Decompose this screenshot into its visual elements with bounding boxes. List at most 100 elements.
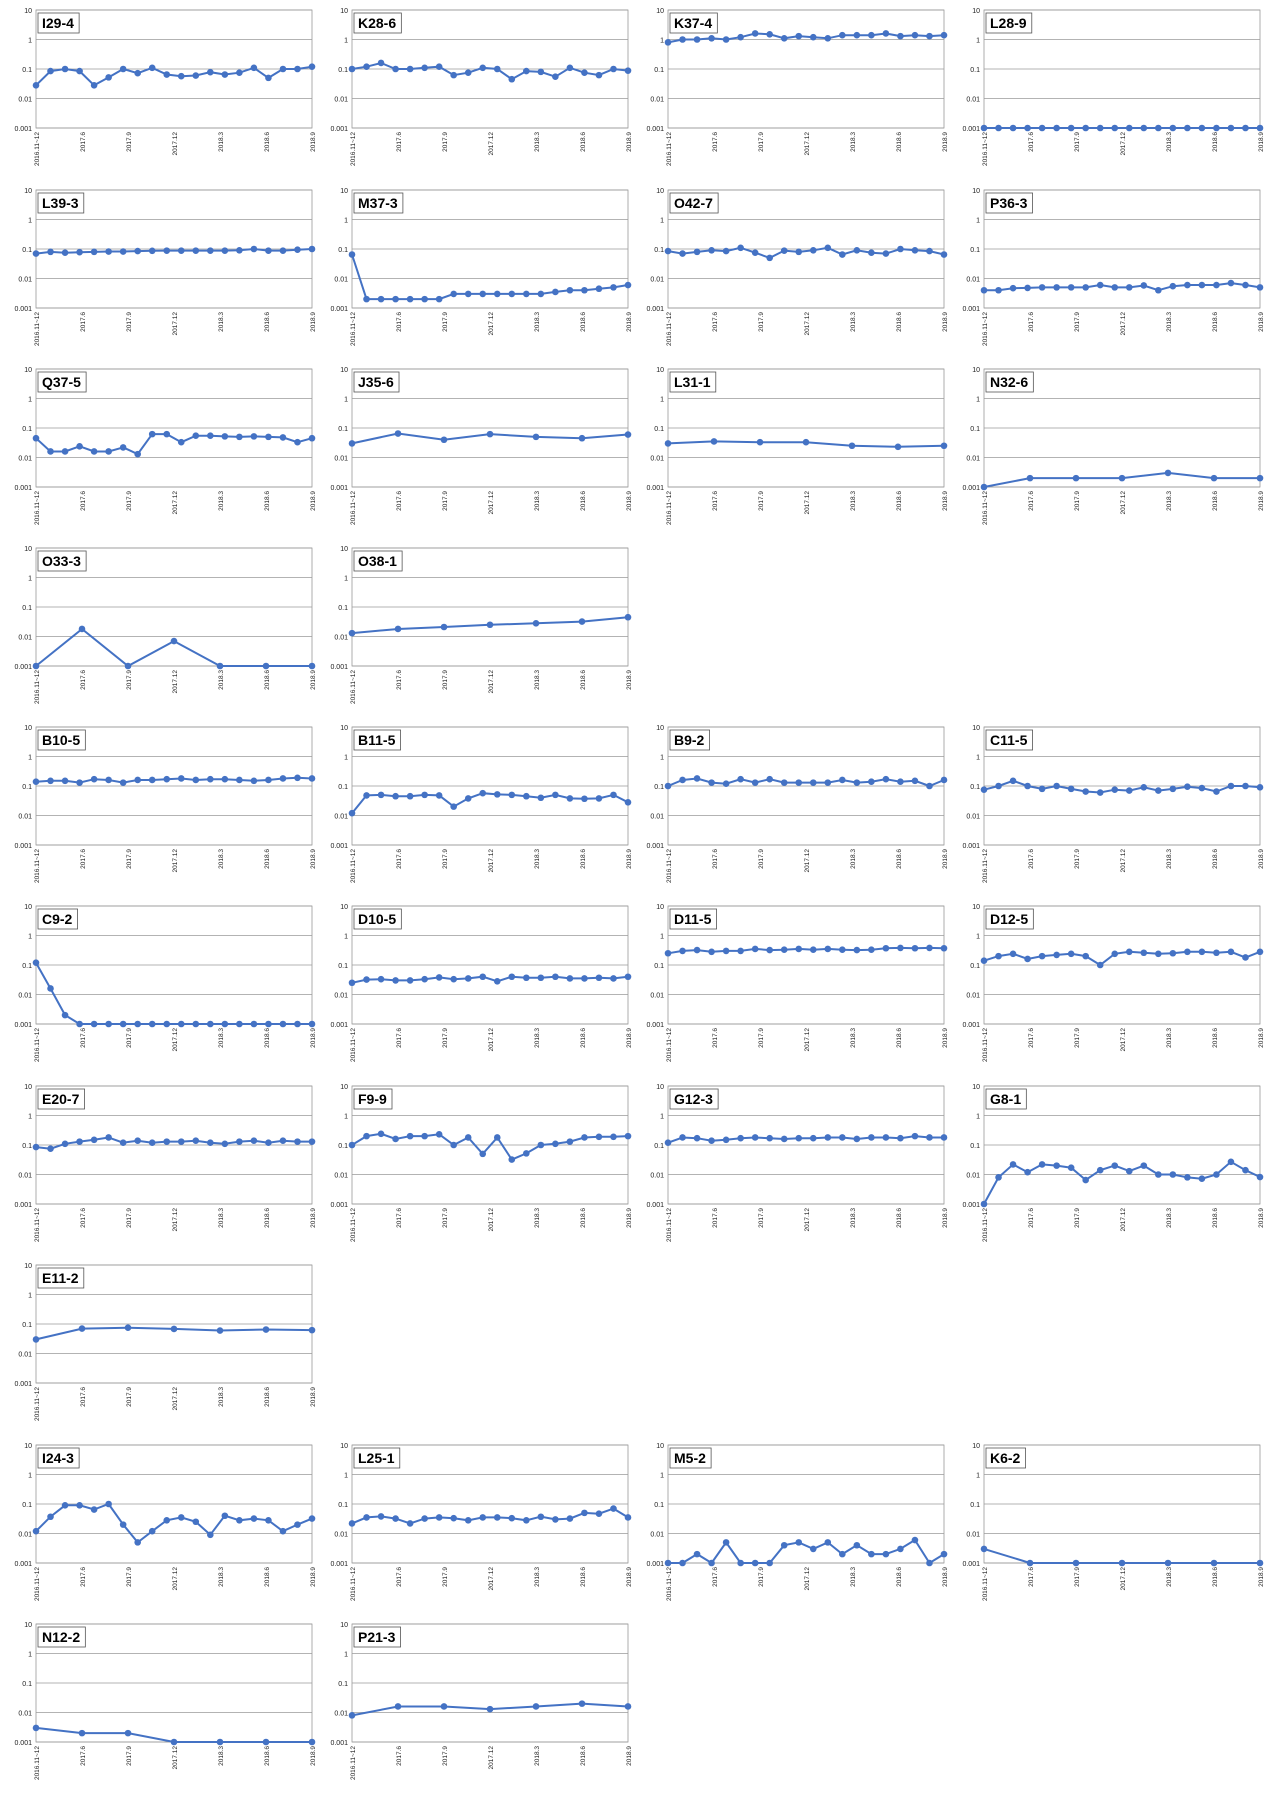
- y-tick-label: 1: [344, 755, 348, 762]
- y-tick-label: 0.001: [330, 1740, 348, 1747]
- x-tick-label: 2017.12: [172, 1567, 179, 1591]
- y-tick-label: 0.01: [334, 635, 348, 642]
- x-tick-label: 2016.11~12: [982, 849, 989, 883]
- data-point: [1155, 787, 1162, 794]
- data-point: [421, 1515, 428, 1522]
- data-point: [624, 1514, 632, 1521]
- data-point: [722, 36, 730, 43]
- y-tick-label: 0.1: [22, 1502, 32, 1509]
- data-point: [134, 1137, 141, 1144]
- plot-frame: [351, 1623, 629, 1743]
- x-tick-label: 2017.6: [1028, 132, 1035, 152]
- data-point: [926, 944, 933, 952]
- y-tick-label: 0.01: [18, 456, 32, 463]
- x-tick-label: 2018.3: [218, 1028, 225, 1048]
- x-tick-label: 2017.12: [172, 132, 179, 156]
- data-point: [566, 975, 574, 982]
- data-point: [1067, 284, 1075, 291]
- data-point: [708, 1559, 715, 1567]
- data-point: [537, 1141, 545, 1149]
- x-tick-label: 2016.11~12: [350, 670, 357, 704]
- data-point: [406, 977, 414, 984]
- data-point: [377, 1130, 385, 1138]
- x-tick-label: 2017.9: [442, 670, 449, 690]
- data-point: [32, 82, 40, 89]
- data-point: [1213, 1171, 1220, 1178]
- data-point: [537, 974, 545, 982]
- data-point: [824, 945, 832, 953]
- x-tick-label: 2016.11~12: [34, 1746, 41, 1780]
- data-point: [1125, 1167, 1133, 1175]
- y-tick-label: 0.001: [330, 843, 348, 850]
- y-tick-label: 10: [340, 725, 348, 732]
- data-point: [464, 795, 472, 802]
- x-tick-label: 2016.11~12: [34, 1028, 41, 1062]
- y-tick-label: 0.001: [330, 306, 348, 313]
- data-point: [882, 944, 890, 952]
- y-tick-label: 0.01: [334, 814, 348, 821]
- data-point: [1140, 1162, 1148, 1169]
- x-tick-label: 2017.6: [396, 1567, 403, 1587]
- data-point: [450, 1514, 457, 1522]
- data-point: [134, 69, 141, 77]
- data-point: [1067, 950, 1075, 958]
- data-point: [32, 959, 40, 966]
- data-point: [737, 947, 744, 955]
- y-tick-label: 10: [656, 367, 664, 374]
- data-point: [1096, 961, 1104, 969]
- y-tick-label: 0.1: [970, 1143, 980, 1150]
- data-point: [279, 65, 287, 73]
- y-tick-label: 0.1: [654, 784, 664, 791]
- data-point: [105, 1500, 112, 1508]
- data-point: [134, 776, 141, 784]
- data-point: [795, 1134, 803, 1142]
- x-tick-label: 2018.6: [580, 312, 587, 332]
- data-point: [78, 1325, 86, 1332]
- y-tick-label: 0.001: [646, 1022, 664, 1029]
- data-point: [722, 780, 730, 787]
- data-point: [177, 1514, 185, 1521]
- data-point: [624, 67, 632, 74]
- chart-title: I24-3: [42, 1450, 74, 1466]
- x-tick-label: 2017.6: [712, 849, 719, 869]
- data-point: [1256, 1559, 1264, 1567]
- data-point: [566, 795, 574, 802]
- data-point: [751, 1134, 759, 1141]
- x-tick-label: 2018.9: [310, 849, 317, 869]
- data-point: [265, 247, 272, 254]
- data-point: [119, 248, 127, 255]
- y-tick-label: 1: [28, 576, 32, 583]
- data-point: [377, 1513, 385, 1520]
- y-tick-label: 1: [344, 218, 348, 225]
- x-tick-label: 2018.9: [626, 491, 633, 511]
- x-tick-label: 2016.11~12: [982, 1028, 989, 1062]
- x-tick-label: 2018.6: [1212, 312, 1219, 332]
- x-tick-label: 2018.9: [310, 491, 317, 511]
- data-point: [279, 775, 287, 782]
- x-tick-label: 2017.6: [80, 491, 87, 511]
- data-point: [207, 1020, 214, 1028]
- y-tick-label: 1: [344, 38, 348, 45]
- x-tick-label: 2018.6: [264, 1028, 271, 1048]
- y-tick-label: 10: [24, 1084, 32, 1091]
- x-tick-label: 2017.9: [442, 849, 449, 869]
- x-tick-label: 2018.9: [310, 1387, 317, 1407]
- data-point: [1024, 955, 1031, 963]
- data-point: [163, 247, 171, 254]
- y-tick-label: 1: [344, 934, 348, 941]
- y-tick-label: 10: [340, 904, 348, 911]
- data-point: [537, 290, 545, 298]
- chart-title: M37-3: [358, 195, 398, 211]
- data-point: [279, 434, 287, 441]
- data-point: [440, 436, 448, 444]
- data-point: [76, 1020, 83, 1028]
- data-point: [897, 778, 904, 785]
- x-tick-label: 2017.6: [396, 849, 403, 869]
- y-tick-label: 0.1: [970, 963, 980, 970]
- x-tick-label: 2017.9: [126, 312, 133, 332]
- x-tick-label: 2018.6: [896, 1208, 903, 1228]
